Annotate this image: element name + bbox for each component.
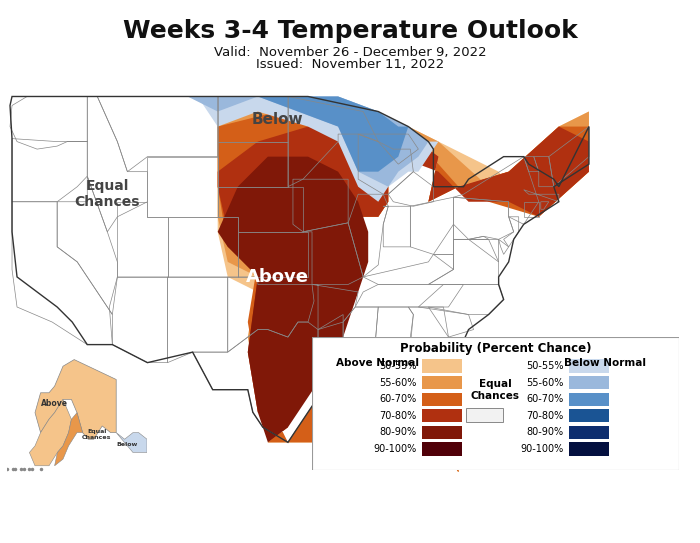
Polygon shape: [218, 156, 368, 443]
Text: 55-60%: 55-60%: [526, 377, 564, 388]
Text: Valid:  November 26 - December 9, 2022: Valid: November 26 - December 9, 2022: [214, 46, 486, 59]
Polygon shape: [218, 97, 408, 172]
Polygon shape: [29, 400, 71, 466]
Polygon shape: [35, 359, 116, 439]
Text: Above Normal: Above Normal: [336, 358, 419, 368]
Polygon shape: [218, 127, 589, 427]
Text: 60-70%: 60-70%: [379, 394, 416, 404]
Text: Below Normal: Below Normal: [564, 358, 647, 368]
Bar: [568, 393, 609, 406]
Polygon shape: [218, 111, 589, 472]
Text: 60-70%: 60-70%: [526, 394, 564, 404]
Bar: [568, 359, 609, 372]
Bar: [568, 376, 609, 389]
Polygon shape: [208, 97, 589, 472]
Text: 90-100%: 90-100%: [373, 444, 416, 454]
Bar: [421, 426, 462, 439]
Bar: [421, 376, 462, 389]
Text: Above: Above: [246, 268, 309, 286]
Text: Probability (Percent Chance): Probability (Percent Chance): [400, 342, 591, 355]
Bar: [421, 393, 462, 406]
Bar: [568, 443, 609, 456]
Text: Below: Below: [252, 111, 304, 127]
Text: 80-90%: 80-90%: [379, 427, 416, 438]
Text: 55-60%: 55-60%: [379, 377, 416, 388]
Text: Weeks 3-4 Temperature Outlook: Weeks 3-4 Temperature Outlook: [122, 19, 577, 43]
Bar: [466, 408, 503, 422]
Text: 50-55%: 50-55%: [526, 361, 564, 371]
Text: Equal
Chances: Equal Chances: [75, 179, 140, 210]
Bar: [568, 426, 609, 439]
Text: Equal
Chances: Equal Chances: [470, 379, 519, 401]
Bar: [421, 443, 462, 456]
Text: Equal
Chances: Equal Chances: [82, 430, 111, 440]
Polygon shape: [218, 97, 589, 472]
Bar: [568, 409, 609, 422]
Text: 70-80%: 70-80%: [526, 411, 564, 421]
Bar: [421, 409, 462, 422]
Text: Issued:  November 11, 2022: Issued: November 11, 2022: [256, 58, 444, 71]
Text: 90-100%: 90-100%: [520, 444, 564, 454]
Polygon shape: [116, 433, 147, 452]
Text: 80-90%: 80-90%: [526, 427, 564, 438]
Text: 50-55%: 50-55%: [379, 361, 416, 371]
Text: Below: Below: [117, 442, 138, 447]
Polygon shape: [97, 97, 438, 202]
Polygon shape: [158, 97, 428, 187]
Polygon shape: [55, 413, 83, 466]
Text: Above: Above: [41, 399, 68, 408]
Text: 70-80%: 70-80%: [379, 411, 416, 421]
Bar: [421, 359, 462, 372]
